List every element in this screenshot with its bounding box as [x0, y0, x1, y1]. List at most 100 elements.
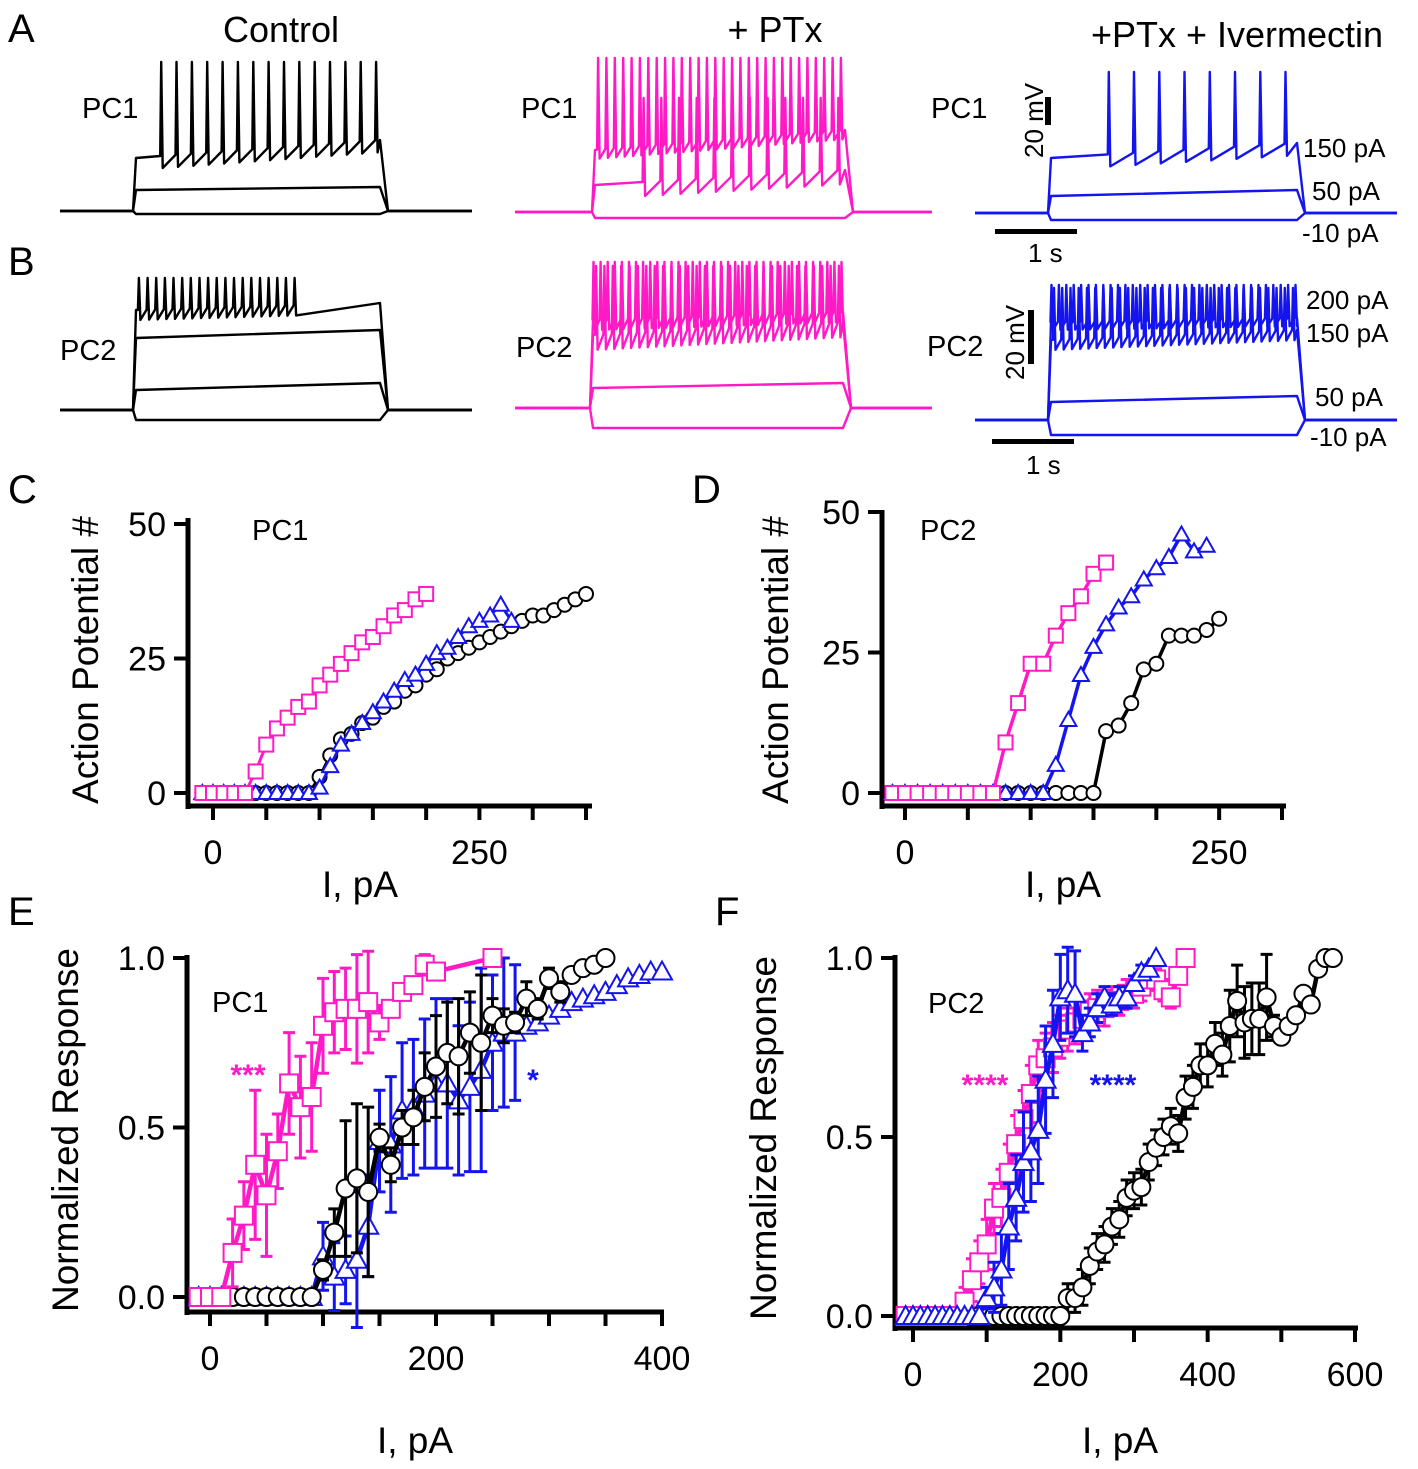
significance-annotation: **** — [1090, 1069, 1137, 1102]
data-point-triangle — [341, 723, 362, 741]
voltage-trace-b-control-2 — [60, 328, 472, 412]
data-point-triangle — [982, 1275, 1006, 1297]
y-axis-label: Normalized Response — [743, 956, 784, 1320]
y-axis-label: Action Potential # — [755, 516, 796, 804]
data-point-triangle — [333, 1257, 358, 1279]
x-tick-label: 400 — [634, 1340, 691, 1378]
chart-title: PC1 — [212, 987, 268, 1019]
current-label-200pa: 200 pA — [1306, 285, 1389, 315]
data-point-circle — [1168, 1123, 1189, 1144]
data-point-triangle — [345, 1247, 369, 1269]
cell-label-b-ptx: PC2 — [516, 332, 572, 364]
y-tick-label: 0.0 — [826, 1298, 873, 1336]
data-point-square — [1085, 565, 1102, 582]
chart-panel-f: F PC2 0 200 400 600 0.0 0.5 1.0 I, pA Normalized R… — [715, 890, 1383, 1461]
x-tick-label: 600 — [1327, 1356, 1384, 1394]
series-ptx — [188, 948, 503, 1307]
cell-label-a-ptx: PC1 — [521, 93, 577, 125]
data-point-square — [222, 1242, 243, 1263]
voltage-trace-b-ivermectin-2 — [975, 286, 1397, 422]
data-point-triangle — [995, 782, 1016, 800]
column-title-ptx: + PTx — [727, 9, 822, 50]
panel-letter: E — [8, 890, 35, 934]
voltage-trace-b-control-1 — [60, 381, 472, 412]
voltage-scale-label: 20 mV — [1019, 82, 1049, 158]
y-tick-label: 50 — [822, 494, 860, 532]
data-point-circle — [1211, 610, 1228, 627]
data-point-triangle — [1071, 664, 1091, 682]
data-point-square — [482, 948, 503, 968]
data-point-square — [984, 785, 1001, 801]
chart-panel-c: C PC1 0 250 0 25 50 I, pA Action Potential # — [8, 468, 594, 905]
data-point-square — [1047, 627, 1064, 644]
significance-annotation: *** — [230, 1059, 265, 1092]
voltage-trace-b-control-3 — [60, 276, 472, 412]
data-point-circle — [369, 1127, 390, 1148]
panel-letter: C — [8, 468, 37, 512]
y-tick-label: 0.5 — [826, 1119, 873, 1157]
data-point-triangle — [1070, 1021, 1095, 1043]
data-point-triangle — [320, 756, 340, 774]
time-scale-bar — [992, 439, 1074, 444]
data-point-triangle — [1108, 597, 1129, 615]
voltage-scale-label: 20 mV — [1000, 304, 1030, 380]
data-point-square — [403, 975, 424, 996]
data-point-triangle — [650, 959, 674, 981]
data-point-triangle — [448, 626, 468, 644]
data-point-circle — [550, 981, 571, 1002]
data-point-triangle — [458, 1074, 482, 1096]
data-point-triangle — [974, 1286, 999, 1308]
chart-title: PC2 — [928, 988, 984, 1020]
data-point-triangle — [363, 702, 383, 720]
x-tick-label: 0 — [201, 1340, 220, 1378]
data-point-circle — [1198, 622, 1215, 639]
y-tick-label: 1.0 — [118, 940, 165, 978]
data-point-triangle — [437, 637, 458, 655]
panel-letter: F — [715, 890, 739, 934]
data-point-triangle — [1026, 1117, 1050, 1139]
data-point-square — [976, 1234, 997, 1255]
data-point-triangle — [1184, 541, 1204, 559]
chart-title: PC2 — [920, 515, 976, 547]
series-control — [895, 948, 1343, 1326]
data-point-square — [1168, 965, 1189, 986]
data-point-square — [1175, 948, 1196, 968]
data-point-square — [426, 961, 446, 982]
scale-bar-a: 20 mV 1 s — [995, 82, 1077, 268]
data-point-triangle — [1063, 981, 1087, 1003]
data-point-square — [997, 734, 1014, 751]
data-point-triangle — [480, 605, 500, 623]
data-point-square — [256, 1185, 277, 1206]
data-point-square — [418, 585, 435, 602]
voltage-scale-bar — [1028, 310, 1034, 364]
cell-label-b-control: PC2 — [60, 335, 116, 367]
time-scale-label: 1 s — [1026, 450, 1061, 480]
voltage-trace-a-ptx-1 — [515, 96, 932, 214]
data-point-square — [1072, 588, 1089, 605]
data-point-triangle — [405, 664, 426, 682]
data-point-circle — [1085, 785, 1102, 801]
data-point-triangle — [1004, 1185, 1028, 1207]
data-point-square — [380, 998, 401, 1019]
y-tick-label: 0.5 — [118, 1110, 165, 1148]
data-point-circle — [324, 1222, 345, 1243]
data-point-square — [300, 693, 317, 710]
x-tick-label: 250 — [1191, 834, 1248, 872]
y-tick-label: 25 — [822, 635, 860, 673]
data-point-circle — [1182, 1076, 1203, 1097]
y-axis-label: Normalized Response — [45, 948, 86, 1312]
voltage-trace-b-ptx-1 — [515, 381, 932, 410]
series-ivermectin — [893, 945, 1168, 1325]
data-point-triangle — [1041, 1031, 1065, 1053]
x-tick-label: 200 — [408, 1340, 465, 1378]
data-point-triangle — [1058, 709, 1079, 727]
data-point-triangle — [1146, 558, 1167, 576]
data-point-square — [211, 1287, 232, 1307]
data-point-triangle — [416, 653, 436, 671]
y-tick-label: 50 — [128, 506, 166, 544]
data-point-triangle — [1096, 614, 1116, 632]
data-point-square — [1060, 605, 1077, 622]
voltage-trace-a-ptx-2 — [515, 56, 932, 214]
voltage-trace-a-control-1 — [60, 185, 472, 213]
